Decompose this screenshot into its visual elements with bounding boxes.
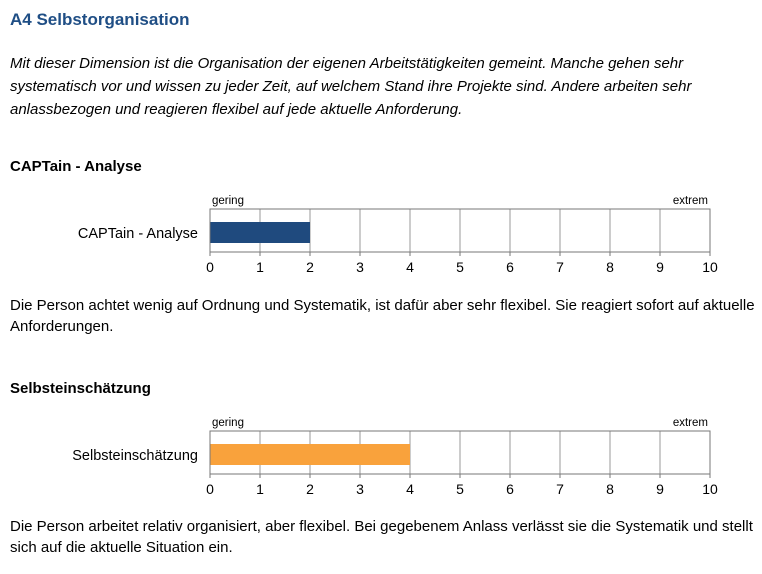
tick-label: 8 — [606, 259, 614, 275]
section-heading-self-assessment: Selbsteinschätzung — [10, 380, 151, 397]
section-heading-captain: CAPTain - Analyse — [10, 158, 142, 175]
high-end-label: extrem — [673, 417, 708, 429]
category-label: CAPTain - Analyse — [78, 226, 198, 242]
tick-label: 4 — [406, 259, 414, 275]
tick-label: 10 — [702, 259, 718, 275]
tick-label: 7 — [556, 481, 564, 497]
bar — [210, 444, 410, 465]
page-title: A4 Selbstorganisation — [10, 10, 190, 29]
tick-label: 1 — [256, 259, 264, 275]
bar — [210, 222, 310, 243]
section-description-self-assessment: Die Person arbeitet relativ organisiert,… — [10, 518, 753, 556]
tick-label: 3 — [356, 481, 364, 497]
tick-label: 7 — [556, 259, 564, 275]
tick-label: 1 — [256, 481, 264, 497]
tick-label: 2 — [306, 259, 314, 275]
high-end-label: extrem — [673, 195, 708, 207]
tick-label: 8 — [606, 481, 614, 497]
tick-label: 0 — [206, 259, 214, 275]
tick-label: 10 — [702, 481, 718, 497]
captain-analysis-chart: CAPTain - Analyse gering extrem 0 1 2 3 4 5 6 7 8 9 1… — [78, 195, 718, 275]
tick-label: 9 — [656, 259, 664, 275]
low-end-label: gering — [212, 195, 244, 207]
tick-label: 0 — [206, 481, 214, 497]
self-assessment-chart: Selbsteinschätzung gering extrem 0 1 2 3 4 5 6 7 8 9… — [72, 417, 718, 497]
section-description-captain: Die Person achtet wenig auf Ordnung und … — [10, 297, 755, 335]
low-end-label: gering — [212, 417, 244, 429]
intro-text: Mit dieser Dimension ist die Organisatio… — [10, 55, 692, 118]
tick-label: 3 — [356, 259, 364, 275]
category-label: Selbsteinschätzung — [72, 448, 198, 464]
tick-label: 6 — [506, 481, 514, 497]
tick-label: 9 — [656, 481, 664, 497]
tick-label: 5 — [456, 259, 464, 275]
tick-label: 5 — [456, 481, 464, 497]
tick-label: 4 — [406, 481, 414, 497]
tick-label: 6 — [506, 259, 514, 275]
tick-label: 2 — [306, 481, 314, 497]
